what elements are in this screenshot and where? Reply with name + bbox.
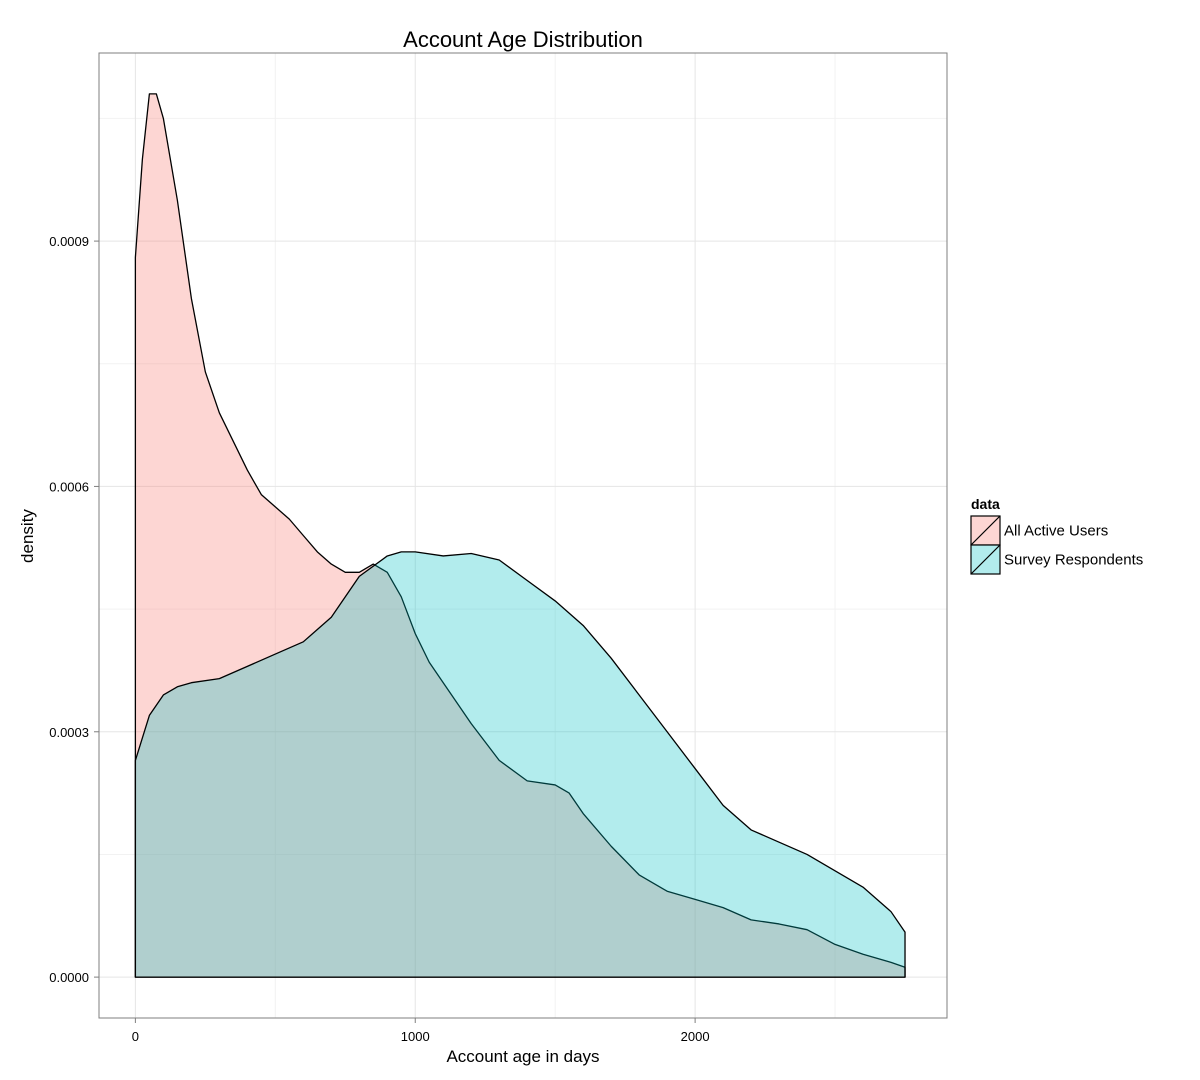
x-tick-label: 1000 <box>401 1029 430 1044</box>
plot-panel-background <box>99 53 947 1018</box>
legend-items: All Active Users Survey Respondents <box>970 515 1143 575</box>
y-axis: 0.0000 0.0003 0.0006 0.0009 <box>49 234 99 985</box>
x-axis-title: Account age in days <box>446 1047 599 1066</box>
legend-title: data <box>971 496 1000 512</box>
chart-title: Account Age Distribution <box>403 27 643 52</box>
x-tick-label: 2000 <box>681 1029 710 1044</box>
plot-area <box>98 52 948 1019</box>
y-tick-label: 0.0006 <box>49 479 89 494</box>
y-tick-label: 0.0009 <box>49 234 89 249</box>
legend-key-slash <box>970 544 1001 575</box>
plot-panel-border <box>98 52 948 1019</box>
x-axis: 0 1000 2000 <box>132 1018 710 1044</box>
density-area-survey-respondents <box>134 551 906 978</box>
legend-item-all-active-users: All Active Users <box>970 515 1108 546</box>
y-tick-label: 0.0000 <box>49 970 89 985</box>
legend-key-slash <box>970 515 1001 546</box>
x-tick-label: 0 <box>132 1029 139 1044</box>
legend-label: All Active Users <box>1004 523 1108 540</box>
density-area-all-active-users <box>134 93 906 978</box>
legend: data All Active Users Survey Respondents <box>970 496 1143 575</box>
density-series <box>134 93 906 978</box>
legend-label: Survey Respondents <box>1004 552 1143 569</box>
y-axis-title: density <box>18 509 37 563</box>
legend-item-survey-respondents: Survey Respondents <box>970 544 1143 575</box>
y-tick-label: 0.0003 <box>49 725 89 740</box>
